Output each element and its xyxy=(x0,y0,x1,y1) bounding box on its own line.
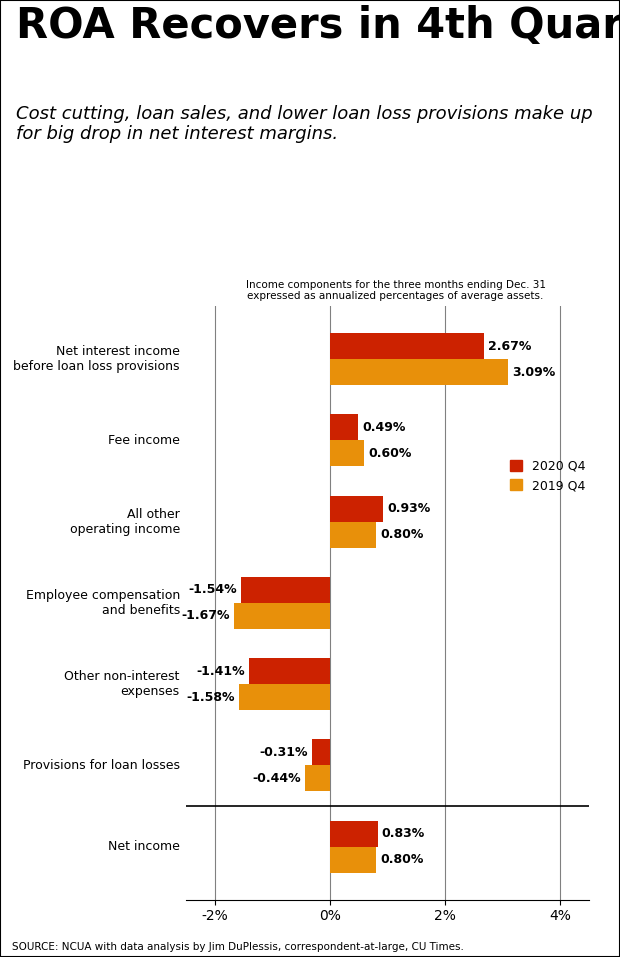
Text: 3.09%: 3.09% xyxy=(512,366,555,379)
Text: All other
operating income: All other operating income xyxy=(69,507,180,536)
Text: -0.31%: -0.31% xyxy=(260,746,308,759)
Text: Net income: Net income xyxy=(108,840,180,854)
Bar xyxy=(241,577,330,603)
Bar xyxy=(239,684,330,710)
Bar xyxy=(249,658,330,684)
Text: Other non-interest
expenses: Other non-interest expenses xyxy=(64,670,180,699)
Bar xyxy=(330,821,378,847)
Text: Provisions for loan losses: Provisions for loan losses xyxy=(23,759,180,772)
Text: Income components for the three months ending Dec. 31
expressed as annualized pe: Income components for the three months e… xyxy=(246,279,546,301)
Text: 0.80%: 0.80% xyxy=(380,854,423,866)
Bar xyxy=(312,740,330,766)
Bar xyxy=(330,333,484,359)
Bar xyxy=(330,847,376,873)
Text: -0.44%: -0.44% xyxy=(252,772,301,785)
Text: 0.80%: 0.80% xyxy=(380,528,423,541)
Text: 0.93%: 0.93% xyxy=(388,502,431,515)
Text: Net interest income
before loan loss provisions: Net interest income before loan loss pro… xyxy=(13,345,180,373)
Legend: 2020 Q4, 2019 Q4: 2020 Q4, 2019 Q4 xyxy=(505,455,591,497)
Text: 0.49%: 0.49% xyxy=(362,421,405,434)
Text: -1.41%: -1.41% xyxy=(196,665,245,678)
Text: Cost cutting, loan sales, and lower loan loss provisions make up
for big drop in: Cost cutting, loan sales, and lower loan… xyxy=(16,104,592,144)
Text: 0.60%: 0.60% xyxy=(368,447,412,460)
Text: 0.83%: 0.83% xyxy=(382,827,425,840)
Bar xyxy=(330,496,383,522)
Bar xyxy=(330,414,358,440)
Text: Employee compensation
and benefits: Employee compensation and benefits xyxy=(25,589,180,617)
Bar xyxy=(330,359,508,385)
Bar xyxy=(304,766,330,791)
Text: ROA Recovers in 4th Quarter: ROA Recovers in 4th Quarter xyxy=(16,5,620,47)
Bar xyxy=(234,603,330,629)
Bar xyxy=(330,522,376,547)
Text: -1.58%: -1.58% xyxy=(187,691,235,703)
Text: -1.67%: -1.67% xyxy=(181,610,230,622)
Text: SOURCE: NCUA with data analysis by Jim DuPlessis, correspondent-at-large, CU Tim: SOURCE: NCUA with data analysis by Jim D… xyxy=(12,943,464,952)
Text: -1.54%: -1.54% xyxy=(188,584,237,596)
Text: Fee income: Fee income xyxy=(108,434,180,447)
Bar xyxy=(330,440,365,466)
Text: 2.67%: 2.67% xyxy=(488,340,531,352)
